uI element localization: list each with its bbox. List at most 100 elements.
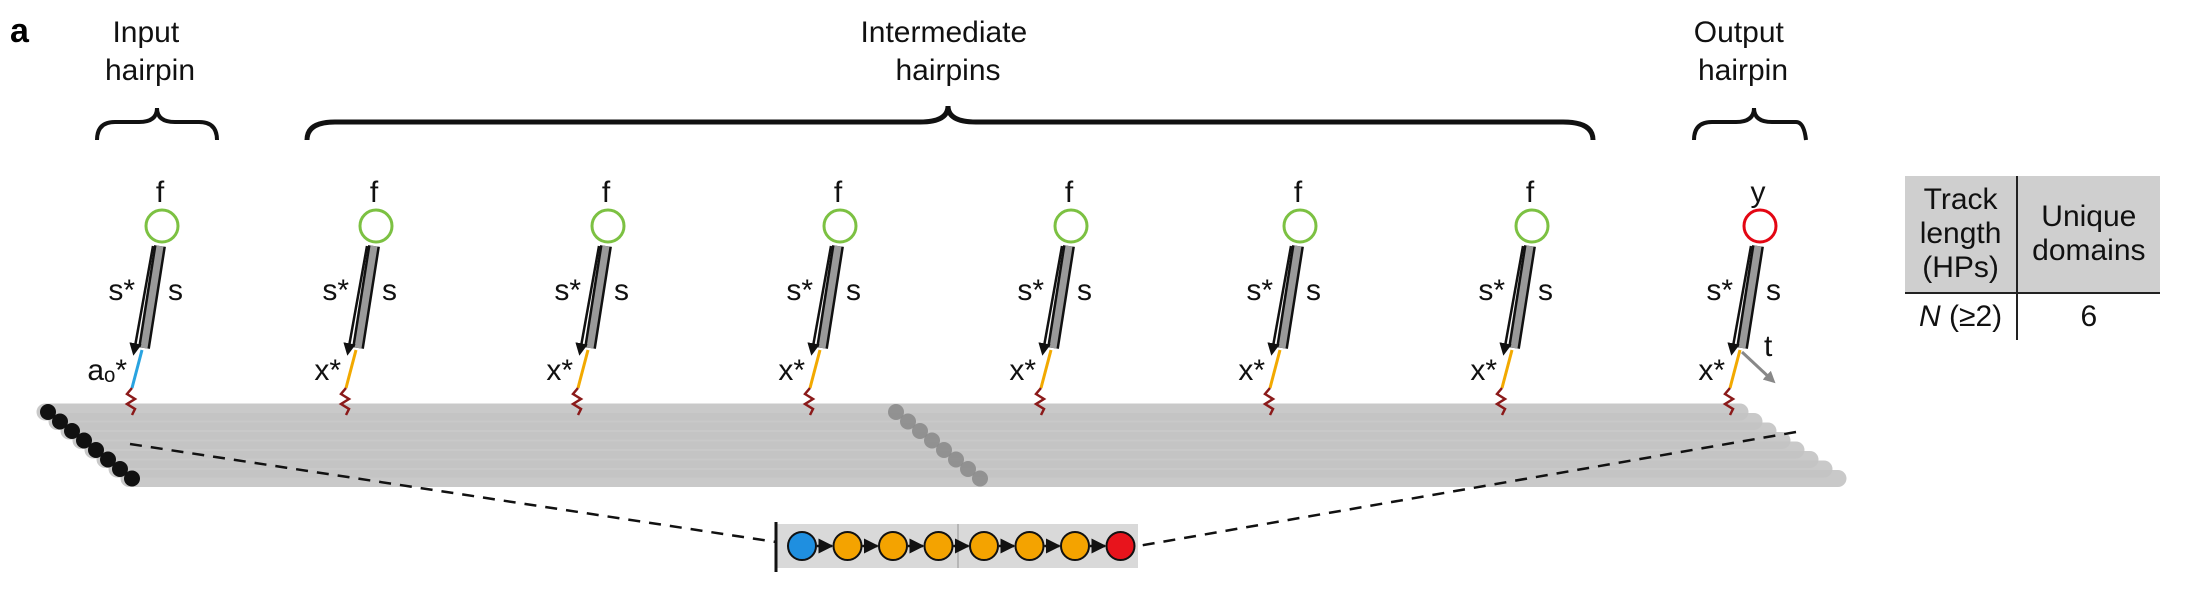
chain-node-intermediate	[923, 531, 954, 561]
group-heading-intermediate-line2: hairpins	[895, 54, 1000, 87]
hairpin-stem-fill	[1049, 245, 1073, 349]
hairpin-intermediate: f s* s x*	[1238, 176, 1321, 416]
hairpin-label-left: s*	[554, 274, 581, 307]
fluorophore-green	[1053, 208, 1089, 244]
hairpin-toehold	[130, 349, 144, 389]
fluorophore-green	[1514, 208, 1550, 244]
hairpin-label-toehold: aₒ*	[87, 354, 127, 387]
hairpin-label-toehold: x*	[778, 354, 805, 387]
hairpin-toehold	[1039, 349, 1053, 389]
track-summary-table: Track length (HPs) Unique domains N (≥2)…	[1905, 176, 2160, 340]
hairpin-label-toehold: x*	[314, 354, 341, 387]
hairpin-label-toehold: x*	[1009, 354, 1036, 387]
track-mid-marker	[972, 470, 988, 487]
chain-node-output	[1105, 531, 1136, 561]
group-heading-output-line1: Output	[1694, 16, 1785, 49]
cell-track-length-range: (≥2)	[1940, 300, 2003, 333]
chain-node-intermediate	[969, 531, 999, 561]
hairpin-label-left: s*	[786, 274, 813, 307]
header-unique-domains-line2: domains	[2032, 234, 2146, 267]
group-heading-output: Output hairpin	[1694, 16, 1792, 87]
hairpin-label-right: s	[1306, 274, 1321, 307]
hairpin-label-right: s	[1538, 274, 1553, 307]
hairpin-linker	[570, 387, 584, 416]
hairpin-strand-arrow	[1038, 245, 1064, 356]
zoom-line-right	[1137, 430, 1797, 548]
zoom-line-left	[129, 442, 777, 544]
fluorophore-green	[590, 208, 626, 244]
track-mid-marker	[900, 413, 916, 430]
hairpin-label-toehold: x*	[546, 354, 573, 387]
hairpin-label-top: f	[156, 176, 165, 209]
group-heading-input: Input hairpin	[105, 16, 195, 87]
hairpin-label-end: t	[1764, 330, 1773, 363]
hairpin-label-left: s*	[1706, 274, 1733, 307]
chain-schematic	[774, 522, 1138, 572]
track-mid-marker	[948, 451, 964, 468]
brace-output	[1692, 107, 1808, 141]
header-track-length-line2: length	[1919, 217, 2002, 250]
fluorophore-green	[144, 208, 180, 244]
hairpin-label-right: s	[846, 274, 861, 307]
fluorophore-red	[1742, 208, 1778, 244]
hairpin-strand-arrow	[807, 245, 833, 356]
track-end-cap	[100, 451, 116, 468]
hairpin-intermediate: f s* s x*	[778, 176, 861, 416]
track-mid-marker	[936, 442, 952, 458]
hairpin-label-top: f	[1294, 176, 1303, 209]
cell-track-length-symbol: N	[1919, 300, 1941, 333]
header-unique-domains-line1: Unique	[2041, 200, 2137, 233]
table-row: N (≥2) 6	[1905, 293, 2160, 340]
hairpin-label-toehold: x*	[1470, 354, 1497, 387]
hairpin-label-right: s	[382, 274, 397, 307]
hairpin-intermediate: f s* s x*	[1470, 176, 1553, 416]
hairpin-strand-arrow	[1727, 245, 1753, 356]
hairpin-stem-fill	[586, 245, 610, 349]
track-end-cap	[76, 432, 92, 449]
header-track-length-line3: (HPs)	[1922, 251, 1999, 284]
header-unique-domains: Unique domains	[2017, 176, 2160, 293]
hairpin-label-top: f	[834, 176, 843, 209]
group-heading-intermediate: Intermediate hairpins	[860, 16, 1035, 87]
track-end-cap	[112, 461, 128, 477]
hairpin-stem-fill	[140, 245, 164, 349]
fluorophore-green	[358, 208, 394, 244]
group-heading-intermediate-line1: Intermediate	[860, 16, 1027, 49]
hairpin-toehold	[1268, 349, 1282, 389]
hairpin-label-right: s	[614, 274, 629, 307]
hairpin-intermediate: f s* s x*	[1009, 176, 1092, 416]
hairpin-toehold	[1500, 349, 1514, 389]
hairpin-output: y s* s x* t	[1698, 176, 1781, 416]
group-heading-input-line1: Input	[112, 16, 179, 49]
hairpin-label-top: f	[602, 176, 611, 209]
hairpin-label-right: s	[168, 274, 183, 307]
hairpin-label-top: f	[370, 176, 379, 209]
track-mid-marker	[960, 461, 976, 477]
hairpin-strand-arrow	[1499, 245, 1525, 356]
group-heading-input-line2: hairpin	[105, 54, 195, 87]
chain-node-intermediate	[832, 531, 863, 561]
output-strand-arrow	[1740, 350, 1776, 384]
hairpin-label-top: f	[1065, 176, 1074, 209]
hairpin-label-left: s*	[1478, 274, 1505, 307]
hairpin-label-toehold: x*	[1698, 354, 1725, 387]
hairpin-stem-fill	[818, 245, 842, 349]
hairpin-linker	[338, 387, 352, 416]
track-end-cap	[88, 442, 104, 458]
hairpin-intermediate: f s* s x*	[314, 176, 397, 416]
hairpin-label-toehold: x*	[1238, 354, 1265, 387]
track-mid-marker	[888, 404, 904, 420]
fluorophore-green	[822, 208, 858, 244]
hairpin-linker	[1494, 387, 1508, 416]
track-end-cap	[124, 470, 140, 487]
panel-label: a	[10, 12, 30, 50]
hairpin-stem-fill	[1510, 245, 1534, 349]
track-end-cap	[52, 413, 68, 430]
hairpin-stem-fill	[1738, 245, 1762, 349]
hairpin-linker	[1262, 387, 1276, 416]
hairpin-label-right: s	[1077, 274, 1092, 307]
hairpin-label-left: s*	[1246, 274, 1273, 307]
chain-node-intermediate	[1014, 531, 1045, 561]
hairpin-linker	[802, 387, 816, 416]
